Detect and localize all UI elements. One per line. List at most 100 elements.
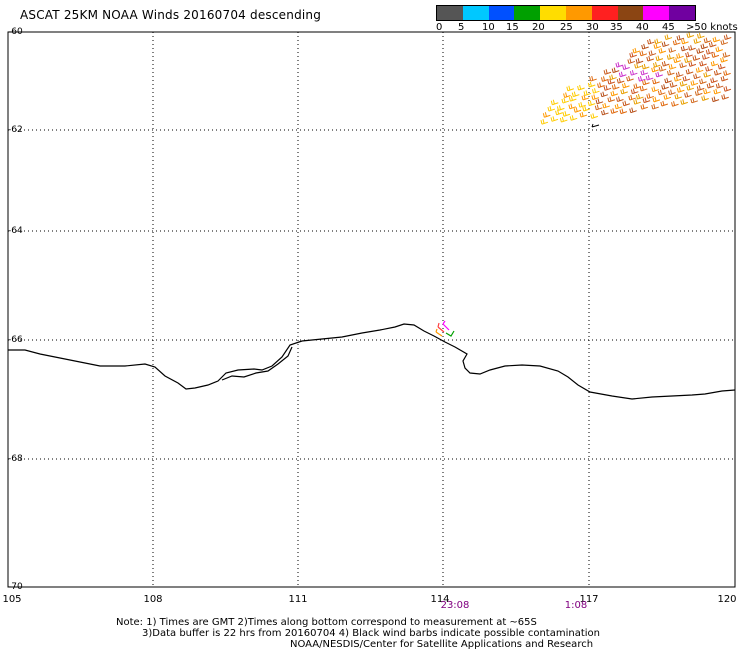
pass-time-label: 1:08 xyxy=(564,600,588,611)
wind-barb xyxy=(562,111,571,117)
wind-barb-red xyxy=(437,322,445,333)
wind-barb xyxy=(675,71,684,78)
wind-barb xyxy=(722,52,731,58)
legend-swatch xyxy=(488,6,515,20)
wind-barb xyxy=(705,66,713,72)
wind-barb xyxy=(627,58,636,64)
wind-barb xyxy=(672,39,681,46)
wind-barb xyxy=(684,57,692,64)
wind-barb xyxy=(550,99,559,106)
wind-barb xyxy=(661,84,669,90)
wind-barb xyxy=(664,77,672,84)
legend-label: >50 knots xyxy=(686,22,738,33)
wind-barb xyxy=(640,69,649,76)
wind-barb xyxy=(628,94,636,101)
wind-barb xyxy=(646,93,654,99)
wind-barb xyxy=(587,81,596,88)
wind-barb xyxy=(577,84,585,91)
wind-barb xyxy=(652,78,660,85)
wind-barb xyxy=(723,34,732,40)
wind-barb xyxy=(715,82,724,89)
wind-barb xyxy=(676,87,685,93)
wind-barb xyxy=(705,49,714,55)
wind-barb xyxy=(712,36,721,43)
wind-barb xyxy=(706,82,715,89)
wind-barb xyxy=(695,67,704,73)
lon-tick-label: 114 xyxy=(430,594,450,605)
legend-label: 20 xyxy=(532,22,545,33)
legend-swatch xyxy=(669,6,695,20)
wind-barb xyxy=(713,69,722,76)
wind-barb xyxy=(642,97,651,104)
legend-labels: 0 5 10 15 20 25 30 35 40 45 >50 knots xyxy=(436,21,738,35)
wind-barb xyxy=(699,78,707,85)
wind-barb xyxy=(690,97,699,104)
legend-label: 40 xyxy=(636,22,649,33)
wind-barb-orange xyxy=(435,328,443,337)
wind-barb xyxy=(680,45,689,52)
wind-barb xyxy=(563,92,571,98)
wind-barb xyxy=(686,32,695,38)
wind-barb xyxy=(547,105,556,112)
wind-barb xyxy=(591,94,600,101)
wind-barb xyxy=(703,72,711,78)
wind-barbs xyxy=(540,32,732,125)
wind-barb xyxy=(607,96,616,103)
wind-barb-green xyxy=(445,330,455,337)
lat-tick-label: -60 xyxy=(8,27,23,37)
wind-barb xyxy=(641,63,650,70)
wind-barb xyxy=(635,93,644,100)
wind-barb xyxy=(711,96,720,103)
wind-barb xyxy=(663,94,672,100)
graticule xyxy=(8,32,735,587)
wind-barb xyxy=(583,90,592,96)
wind-barb xyxy=(611,67,620,74)
wind-barb xyxy=(660,100,669,107)
wind-barb xyxy=(626,75,634,82)
wind-barb xyxy=(703,88,711,95)
wind-barb xyxy=(646,55,654,62)
wind-barb xyxy=(710,60,719,67)
wind-barb xyxy=(669,82,678,88)
wind-barb xyxy=(600,91,609,98)
wind-barb xyxy=(703,37,712,44)
wind-barb xyxy=(696,33,705,39)
wind-barb xyxy=(579,111,588,118)
wind-barb xyxy=(556,105,565,111)
wind-barb xyxy=(690,80,699,86)
wind-barb xyxy=(685,68,694,75)
wind-barb xyxy=(699,60,707,67)
wind-barb xyxy=(688,45,696,51)
wind-barb xyxy=(708,41,717,48)
wind-barb xyxy=(616,78,625,84)
wind-barb xyxy=(655,55,664,62)
wind-barb xyxy=(630,88,639,95)
wind-barb xyxy=(600,76,609,82)
wind-barb xyxy=(682,75,691,82)
wind-barb xyxy=(620,88,628,95)
ice-shelf-inlet xyxy=(221,346,293,381)
legend-label: 5 xyxy=(458,22,465,33)
wind-barb xyxy=(639,85,648,92)
wind-barb xyxy=(555,109,563,116)
wind-barb xyxy=(645,74,654,81)
note-line-2: 3)Data buffer is 22 hrs from 20160704 4)… xyxy=(142,628,600,639)
wind-barb xyxy=(700,43,709,50)
wind-barb xyxy=(666,54,675,60)
wind-barb xyxy=(701,54,710,60)
wind-barb xyxy=(693,38,702,44)
wind-barb xyxy=(701,95,709,101)
wind-barb xyxy=(629,107,637,114)
wind-barb xyxy=(597,82,605,88)
wind-barb xyxy=(651,103,659,110)
wind-barb xyxy=(542,112,551,118)
legend-color-bar xyxy=(436,5,696,21)
lon-tick-label: 111 xyxy=(288,594,308,605)
wind-barb xyxy=(634,63,642,69)
wind-barb xyxy=(633,83,642,90)
wind-barb xyxy=(632,47,641,54)
wind-barb xyxy=(676,53,684,59)
wind-barb xyxy=(686,85,695,91)
lat-tick-label: -66 xyxy=(8,335,23,345)
